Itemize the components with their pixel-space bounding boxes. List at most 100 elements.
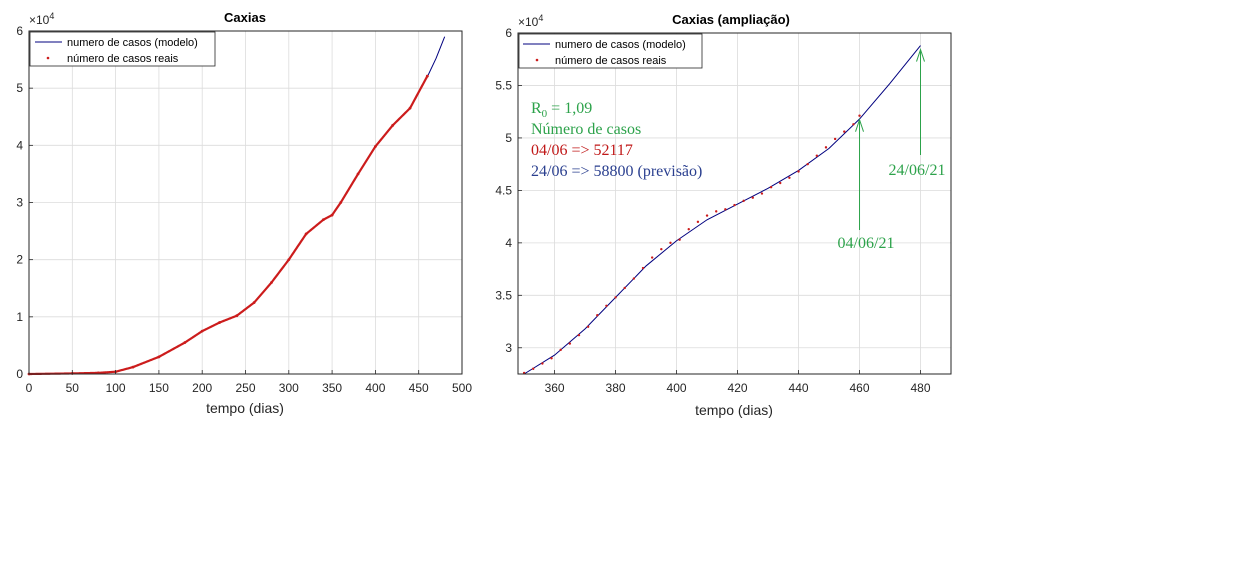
- c2-real-point: [614, 296, 617, 299]
- c2-ytick-label-3: 4.5: [495, 183, 512, 197]
- c2-real-point: [742, 199, 745, 203]
- c2-real-point: [815, 154, 819, 157]
- arrow-0406-head: [855, 118, 864, 132]
- c2-real-point: [733, 203, 736, 207]
- c2-real-point: [577, 333, 581, 337]
- chart-left-legend-model-label: numero de casos (modelo): [67, 37, 198, 49]
- c1-real-point: [183, 341, 187, 344]
- c2-real-point: [724, 208, 727, 211]
- c2-real-point: [596, 314, 599, 317]
- c2-real-point: [715, 210, 718, 213]
- c2-real-point: [696, 220, 700, 224]
- c2-real-point: [559, 348, 562, 352]
- c1-ytick-label-5: 5: [16, 81, 23, 95]
- c2-real-point: [641, 266, 645, 270]
- chart-left-exponent: ×104: [29, 11, 54, 27]
- chart-left-legend-real-swatch: [46, 56, 50, 60]
- chart-right: 360 380 400 420 440 460 480 3 3.5 4 4.5 5 5.5 6 Caxia…: [495, 12, 952, 418]
- chart-left-xlabel: tempo (dias): [206, 400, 284, 416]
- c1-xtick-label-10: 500: [452, 381, 472, 395]
- chart-right-series: [522, 45, 921, 375]
- chart-left-title: Caxias: [224, 10, 266, 25]
- chart-left-ticks: 0 50 100 150 200 250 300 350 400 450 500 0 1 2 3 4 5 6: [16, 24, 472, 395]
- c2-xtick-label-5: 460: [850, 381, 870, 395]
- c2-real-point: [788, 176, 791, 179]
- c1-real-point: [339, 201, 343, 204]
- chart-right-exponent-base: ×10: [518, 15, 539, 29]
- c2-real-point: [532, 367, 535, 370]
- chart-right-axes-box: [517, 32, 952, 375]
- c1-xtick-label-3: 150: [149, 381, 169, 395]
- c2-ytick-label-0: 3: [505, 341, 512, 355]
- c2-xtick-label-4: 440: [789, 381, 809, 395]
- c1-xtick-label-7: 350: [322, 381, 342, 395]
- c2-xtick-label-1: 380: [606, 381, 626, 395]
- c1-real-point: [330, 213, 334, 217]
- c1-real-point: [425, 74, 429, 78]
- c1-real-point: [374, 145, 377, 148]
- c1-xtick-label-9: 450: [409, 381, 429, 395]
- c2-xtick-label-0: 360: [545, 381, 565, 395]
- c2-real-point: [833, 137, 837, 141]
- annotation-r0: R0 = 1,09: [531, 100, 592, 120]
- c2-real-point: [797, 170, 800, 173]
- c2-real-point: [760, 192, 764, 195]
- c2-real-point: [852, 123, 855, 126]
- c2-real-point: [623, 286, 626, 290]
- c1-real-point: [235, 314, 239, 318]
- annotation-r0-prefix: R: [531, 100, 542, 117]
- c2-ytick-label-1: 3.5: [495, 288, 512, 302]
- c2-real-point: [669, 241, 672, 245]
- chart-left-legend: numero de casos (modelo) número de casos…: [29, 31, 216, 67]
- c2-real-point: [650, 256, 654, 259]
- chart-left-legend-box: [29, 31, 216, 67]
- chart-left-exponent-base: ×10: [29, 13, 50, 27]
- c2-xtick-label-3: 420: [728, 381, 748, 395]
- c2-real-point: [568, 342, 572, 345]
- c1-real-trace: [28, 75, 429, 376]
- arrow-2406-head: [916, 48, 925, 62]
- c2-real-point: [687, 228, 690, 231]
- c1-real-point: [270, 281, 273, 284]
- c1-real-point: [287, 258, 291, 262]
- c2-ytick-label-6: 6: [505, 26, 512, 40]
- chart-right-plot-area: [518, 33, 951, 374]
- c1-xtick-label-6: 300: [279, 381, 299, 395]
- c1-ytick-label-6: 6: [16, 24, 23, 38]
- c2-real-point: [660, 247, 663, 251]
- c1-real-point: [356, 172, 360, 176]
- c1-real-point: [408, 106, 412, 110]
- chart-left: 0 50 100 150 200 250 300 350 400 450 500 0 1 2 3 4 5 6 Ca…: [16, 10, 472, 416]
- annotation-0406: 04/06 => 52117: [531, 142, 633, 159]
- c1-ytick-label-4: 4: [16, 138, 23, 152]
- chart-right-legend-real-swatch: [535, 58, 539, 62]
- c1-real-point: [304, 232, 308, 236]
- chart-right-legend-real-label: número de casos reais: [555, 55, 667, 67]
- annotation-r0-sub: 0: [542, 108, 548, 120]
- c2-real-point: [605, 304, 608, 307]
- annotation-2406: 24/06 => 58800 (previsão): [531, 163, 702, 180]
- c2-real-point: [586, 325, 590, 328]
- c1-xtick-label-8: 400: [365, 381, 385, 395]
- c1-real-point: [157, 355, 161, 359]
- chart-right-xlabel: tempo (dias): [695, 402, 773, 418]
- c1-real-point: [200, 329, 204, 333]
- c1-ytick-label-0: 0: [16, 367, 23, 381]
- c1-xtick-label-1: 50: [66, 381, 80, 395]
- c2-xtick-label-2: 400: [667, 381, 687, 395]
- chart-right-legend-model-label: numero de casos (modelo): [555, 39, 686, 51]
- c1-ytick-label-2: 2: [16, 253, 23, 267]
- arrow-label-0406: 04/06/21: [838, 235, 895, 252]
- chart-right-legend: numero de casos (modelo) número de casos…: [518, 33, 703, 69]
- c1-xtick-label-0: 0: [26, 381, 33, 395]
- c2-real-point: [769, 186, 773, 189]
- c2-ytick-label-5: 5.5: [495, 78, 512, 92]
- c1-xtick-label-4: 200: [192, 381, 212, 395]
- c2-real-point: [843, 130, 846, 133]
- chart-right-ticks: 360 380 400 420 440 460 480 3 3.5 4 4.5 5 5.5 6: [495, 26, 931, 395]
- c2-real-point: [632, 277, 636, 280]
- c1-xtick-label-2: 100: [106, 381, 126, 395]
- chart-left-legend-real-label: número de casos reais: [67, 53, 179, 65]
- c2-real-point: [858, 114, 861, 117]
